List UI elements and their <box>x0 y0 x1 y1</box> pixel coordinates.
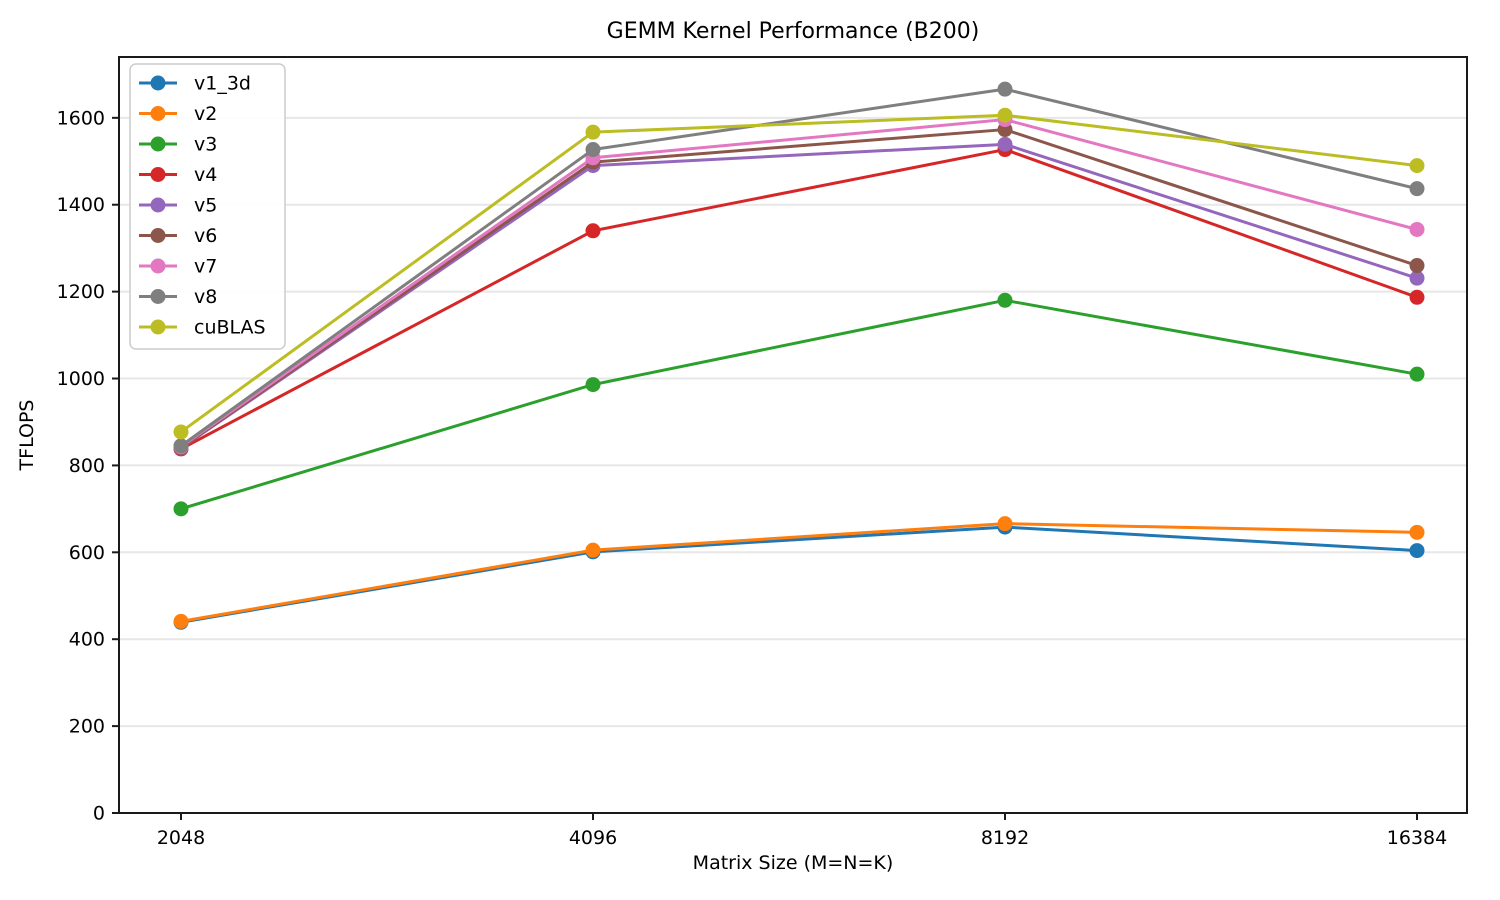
axes-layer <box>118 56 1468 814</box>
x-axis-label: Matrix Size (M=N=K) <box>693 852 894 874</box>
data-point-cuBLAS-16384 <box>1409 158 1425 174</box>
plot-border <box>118 56 1468 814</box>
series-line-v4 <box>179 148 1419 451</box>
y-tick-label-1400: 1400 <box>57 194 105 216</box>
series-line-v7 <box>179 118 1419 449</box>
data-point-v3-16384 <box>1409 366 1425 382</box>
y-tick-label-1200: 1200 <box>57 281 105 303</box>
x-tick-label-2048: 2048 <box>157 827 205 849</box>
legend-item-cuBLAS: cuBLAS <box>139 317 266 339</box>
data-point-v5-16384 <box>1409 270 1425 286</box>
series-line-cuBLAS <box>179 113 1419 434</box>
legend-marker-v4 <box>150 167 166 182</box>
legend-marker-v5 <box>150 197 166 213</box>
legend-item-v3: v3 <box>139 134 217 156</box>
y-tick-label-1600: 1600 <box>57 107 105 129</box>
data-point-v3-8192 <box>997 292 1013 308</box>
data-point-v6-16384 <box>1409 258 1425 274</box>
legend-label-v5: v5 <box>194 195 217 217</box>
legend-marker-v7 <box>150 258 166 274</box>
legend-label-cuBLAS: cuBLAS <box>194 317 266 339</box>
data-point-v7-16384 <box>1409 221 1425 237</box>
data-point-v2-8192 <box>997 516 1013 532</box>
legend-item-v6: v6 <box>139 225 217 247</box>
y-tick-label-400: 400 <box>69 629 105 651</box>
series-line-v2 <box>179 522 1419 623</box>
grid-layer <box>119 116 1467 814</box>
data-point-cuBLAS-4096 <box>585 124 601 140</box>
legend-frame <box>129 63 286 350</box>
data-point-v2-4096 <box>585 542 601 558</box>
legend: v1_3d v2 v3 v4 v5 v6 v7 v8 cuBLAS <box>129 63 286 350</box>
data-point-v4-4096 <box>585 223 601 239</box>
data-point-cuBLAS-2048 <box>173 424 189 440</box>
y-tick-label-1000: 1000 <box>57 368 105 390</box>
legend-item-v5: v5 <box>139 195 217 217</box>
data-point-v4-16384 <box>1409 289 1425 305</box>
y-tick-label-600: 600 <box>69 542 105 564</box>
legend-marker-v3 <box>150 136 166 152</box>
legend-item-v4: v4 <box>139 164 217 186</box>
legend-marker-v2 <box>150 106 166 121</box>
data-point-v1_3d-16384 <box>1409 543 1425 559</box>
legend-marker-v6 <box>150 228 166 243</box>
legend-label-v1_3d: v1_3d <box>194 73 251 95</box>
series-layer <box>173 81 1425 630</box>
legend-marker-v1_3d <box>150 75 166 91</box>
data-point-v8-2048 <box>173 438 189 454</box>
x-tick-label-4096: 4096 <box>569 827 617 849</box>
legend-label-v8: v8 <box>194 286 217 308</box>
data-point-v8-16384 <box>1409 181 1425 197</box>
data-point-v8-4096 <box>585 142 601 158</box>
data-point-v5-8192 <box>997 136 1013 152</box>
legend-item-v1_3d: v1_3d <box>139 73 251 95</box>
legend-marker-cuBLAS <box>150 319 166 335</box>
legend-label-v4: v4 <box>194 164 217 186</box>
y-tick-label-200: 200 <box>69 716 105 738</box>
chart-title: GEMM Kernel Performance (B200) <box>607 19 980 44</box>
legend-label-v7: v7 <box>194 256 217 278</box>
series-line-v8 <box>179 87 1419 448</box>
series-line-v1_3d <box>179 525 1419 624</box>
series-line-v5 <box>179 142 1419 450</box>
legend-label-v6: v6 <box>194 225 217 247</box>
tick-layer: 2048 4096 8192 16384 0 200 400 600 800 1000 1200 14… <box>57 107 1448 849</box>
legend-item-v7: v7 <box>139 256 217 278</box>
legend-label-v3: v3 <box>194 134 217 156</box>
y-tick-label-0: 0 <box>93 803 105 825</box>
data-point-v8-8192 <box>997 81 1013 97</box>
legend-item-v8: v8 <box>139 286 217 308</box>
y-tick-label-800: 800 <box>69 455 105 477</box>
x-tick-label-16384: 16384 <box>1387 827 1447 849</box>
legend-item-v2: v2 <box>139 103 217 125</box>
data-point-v3-2048 <box>173 501 189 517</box>
data-point-v3-4096 <box>585 377 601 393</box>
series-line-v3 <box>179 298 1419 511</box>
x-tick-label-8192: 8192 <box>981 827 1029 849</box>
data-point-cuBLAS-8192 <box>997 107 1013 123</box>
y-axis-label: TFLOPS <box>16 400 38 472</box>
data-point-v2-16384 <box>1409 524 1425 540</box>
series-line-v6 <box>179 128 1419 450</box>
data-point-v2-2048 <box>173 613 189 629</box>
legend-label-v2: v2 <box>194 103 217 125</box>
legend-marker-v8 <box>150 289 166 304</box>
